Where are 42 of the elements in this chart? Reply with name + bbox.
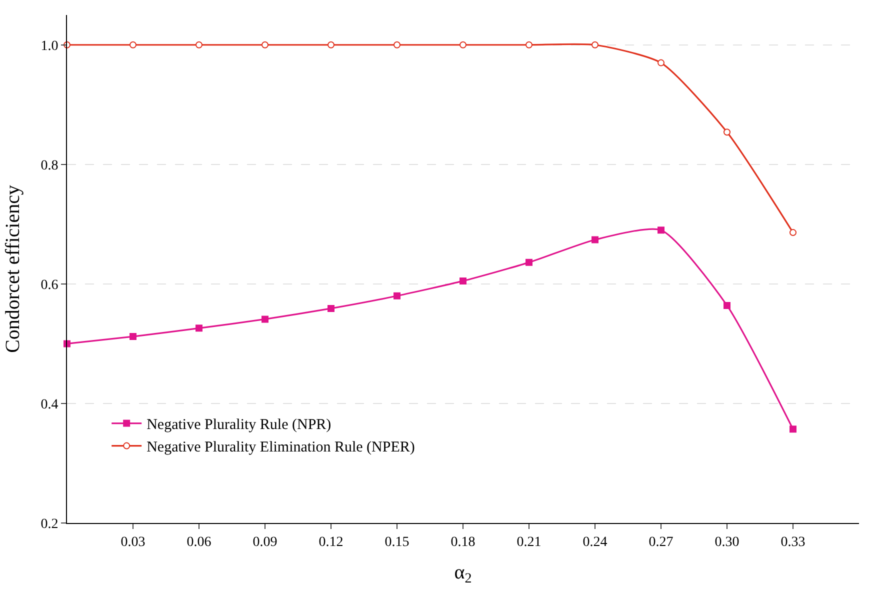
point <box>328 304 334 312</box>
y-tick-label: 0.2 <box>40 516 58 532</box>
point <box>526 258 532 266</box>
point <box>460 277 466 284</box>
point <box>526 41 532 48</box>
x-tick-label: 0.21 <box>516 534 542 550</box>
point <box>130 333 136 340</box>
legend-label: Negative Plurality Elimination Rule (NPER) <box>146 440 415 456</box>
y-tick-label: 0.6 <box>40 278 58 293</box>
x-tick-label: 0.03 <box>120 534 146 550</box>
y-tick-label: 1.0 <box>40 38 58 54</box>
x-tick-label: 0.24 <box>582 534 608 550</box>
point <box>460 41 466 48</box>
point <box>658 59 664 66</box>
x-tick-label: 0.12 <box>318 534 344 550</box>
point <box>790 229 796 236</box>
x-tick-label: 0.15 <box>384 534 410 550</box>
x-tick-label: 0.09 <box>252 534 278 550</box>
point <box>724 128 730 136</box>
point <box>196 41 202 48</box>
x-tick-label: 0.30 <box>714 534 740 550</box>
point <box>592 41 598 48</box>
y-tick-label: 0.4 <box>40 397 58 412</box>
point <box>262 41 268 48</box>
point <box>328 41 334 48</box>
point <box>394 292 400 300</box>
legend-label: Negative Plurality Rule (NPR) <box>146 417 332 434</box>
point <box>262 316 268 323</box>
point <box>724 302 730 309</box>
point <box>658 226 664 234</box>
x-tick-label: 0.27 <box>648 534 674 550</box>
point <box>790 426 796 433</box>
x-tick-label: 0.18 <box>450 534 476 550</box>
point <box>592 236 598 244</box>
y-axis-title: Condorcet efficiency <box>2 185 24 353</box>
x-axis-title: α$_{2}$ <box>454 561 472 586</box>
point <box>196 324 202 332</box>
y-tick-label: 0.8 <box>40 158 58 174</box>
x-tick-label: 0.33 <box>780 534 806 550</box>
point <box>394 41 400 48</box>
x-tick-label: 0.06 <box>186 534 212 550</box>
point <box>130 41 136 48</box>
